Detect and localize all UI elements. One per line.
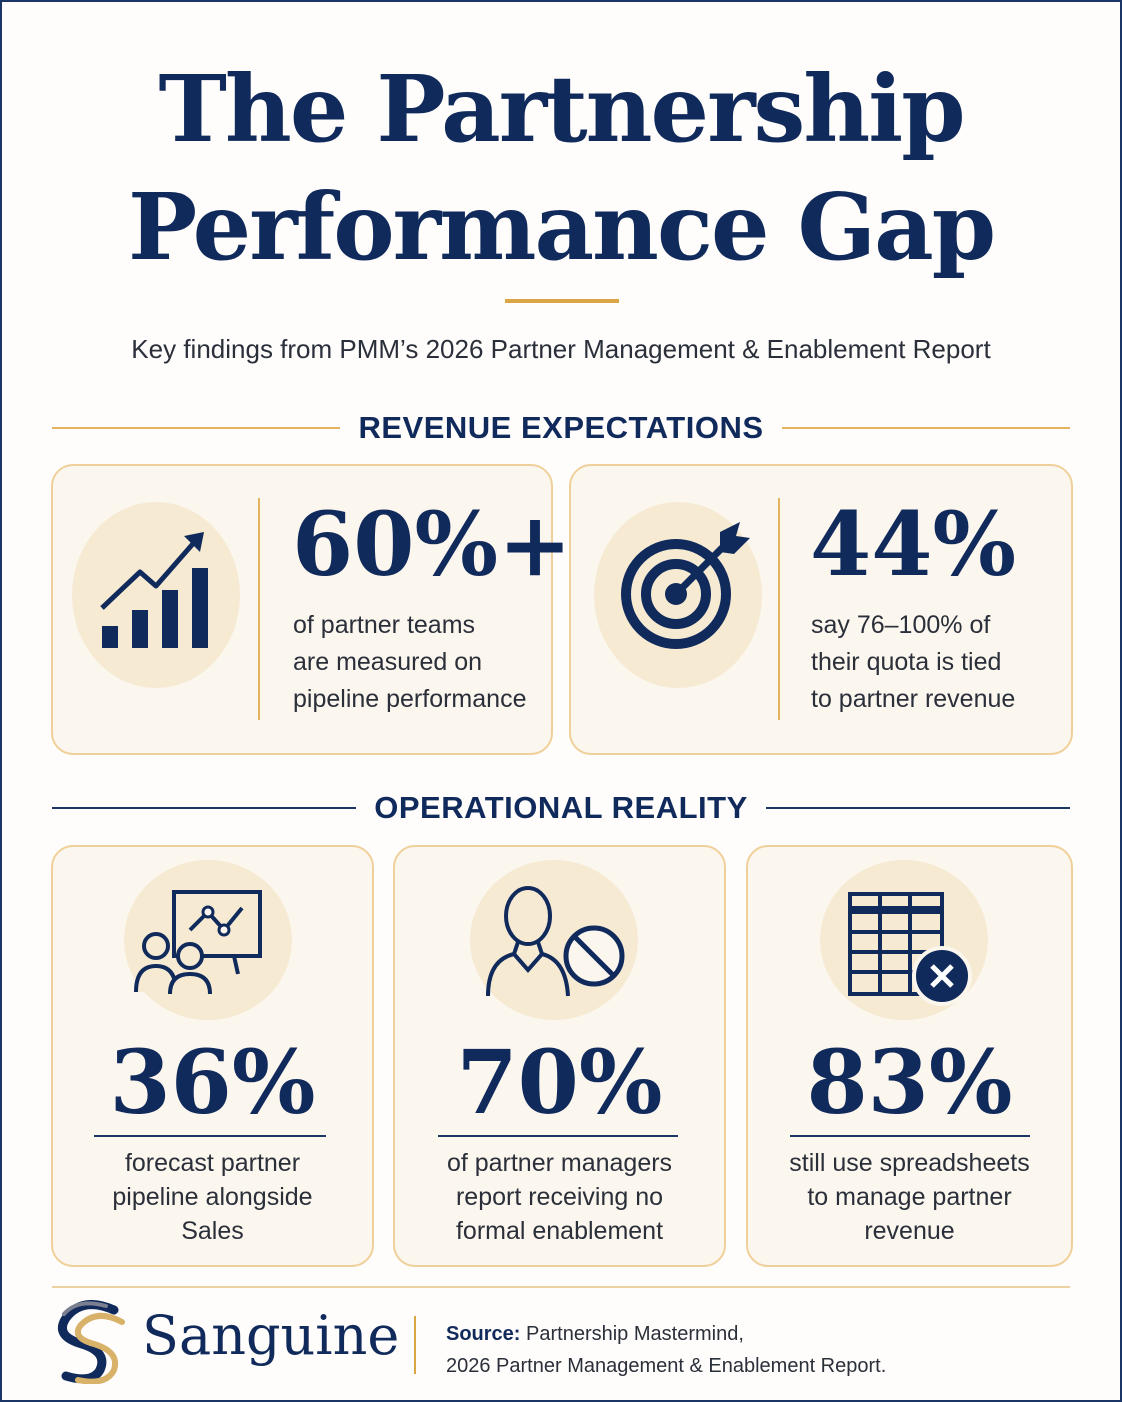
page-title: The Partnership Performance Gap bbox=[0, 50, 1122, 286]
presentation-team-icon bbox=[134, 890, 262, 995]
stat-description: still use spreadsheets to manage partner… bbox=[746, 1146, 1073, 1248]
section-title-operational: OPERATIONAL REALITY bbox=[374, 790, 748, 825]
card-divider bbox=[258, 498, 260, 720]
sanguine-logo-icon bbox=[58, 1300, 125, 1384]
section-rule-left bbox=[52, 807, 357, 809]
desc-line: Sales bbox=[181, 1217, 244, 1245]
title-line-2: Performance Gap bbox=[127, 173, 996, 281]
stat-description: of partner managers report receiving no … bbox=[393, 1146, 726, 1248]
desc-line: report receiving no bbox=[455, 1183, 664, 1211]
section-title-revenue: REVENUE EXPECTATIONS bbox=[358, 410, 764, 445]
desc-line: formal enablement bbox=[455, 1217, 664, 1245]
stat-value: 44% bbox=[810, 492, 1017, 596]
title-divider bbox=[505, 299, 619, 303]
section-rule-right bbox=[781, 427, 1070, 429]
section-header-operational: OPERATIONAL REALITY bbox=[52, 790, 1071, 826]
stat-underline bbox=[790, 1135, 1030, 1137]
desc-line: forecast partner bbox=[124, 1149, 301, 1177]
card-divider bbox=[778, 498, 780, 720]
target-icon bbox=[621, 522, 750, 649]
desc-line: say 76–100% of bbox=[811, 611, 991, 639]
footer-divider bbox=[52, 1286, 1070, 1288]
stat-value: 36% bbox=[109, 1030, 316, 1134]
source-line-2: 2026 Partner Management & Enablement Rep… bbox=[446, 1355, 887, 1377]
desc-line: pipeline performance bbox=[293, 685, 527, 713]
desc-line: still use spreadsheets bbox=[789, 1149, 1030, 1177]
stat-description: say 76–100% of their quota is tied to pa… bbox=[811, 607, 1061, 718]
source-line-1: Partnership Mastermind, bbox=[526, 1323, 744, 1345]
footer-vertical-divider bbox=[414, 1316, 416, 1374]
desc-line: pipeline alongside bbox=[112, 1183, 313, 1211]
spreadsheet-error-icon bbox=[848, 892, 972, 1006]
stat-value: 83% bbox=[806, 1030, 1013, 1134]
brand-name: Sanguine bbox=[142, 1304, 400, 1367]
source-citation: Source: Partnership Mastermind, 2026 Par… bbox=[446, 1318, 886, 1382]
icon-circle bbox=[72, 502, 240, 688]
desc-line: of partner managers bbox=[446, 1149, 673, 1177]
stat-value: 70% bbox=[456, 1030, 663, 1134]
desc-line: are measured on bbox=[293, 648, 483, 676]
source-label: Source: bbox=[446, 1323, 521, 1345]
desc-line: to partner revenue bbox=[811, 685, 1016, 713]
desc-line: of partner teams bbox=[293, 611, 476, 639]
stat-underline bbox=[438, 1135, 678, 1137]
stat-description: forecast partner pipeline alongside Sale… bbox=[51, 1146, 374, 1248]
desc-line: revenue bbox=[864, 1217, 955, 1245]
section-rule-left bbox=[52, 427, 341, 429]
desc-line: to manage partner bbox=[807, 1183, 1012, 1211]
title-line-1: The Partnership bbox=[158, 55, 965, 163]
stat-underline bbox=[94, 1135, 326, 1137]
stat-description: of partner teams are measured on pipelin… bbox=[293, 607, 543, 718]
growth-chart-icon bbox=[100, 532, 208, 648]
person-blocked-icon bbox=[486, 886, 625, 997]
subtitle: Key findings from PMM’s 2026 Partner Man… bbox=[131, 334, 991, 364]
section-header-revenue: REVENUE EXPECTATIONS bbox=[52, 410, 1070, 446]
stat-value: 60%+ bbox=[292, 492, 572, 596]
section-rule-right bbox=[765, 807, 1071, 809]
desc-line: their quota is tied bbox=[811, 648, 1002, 676]
